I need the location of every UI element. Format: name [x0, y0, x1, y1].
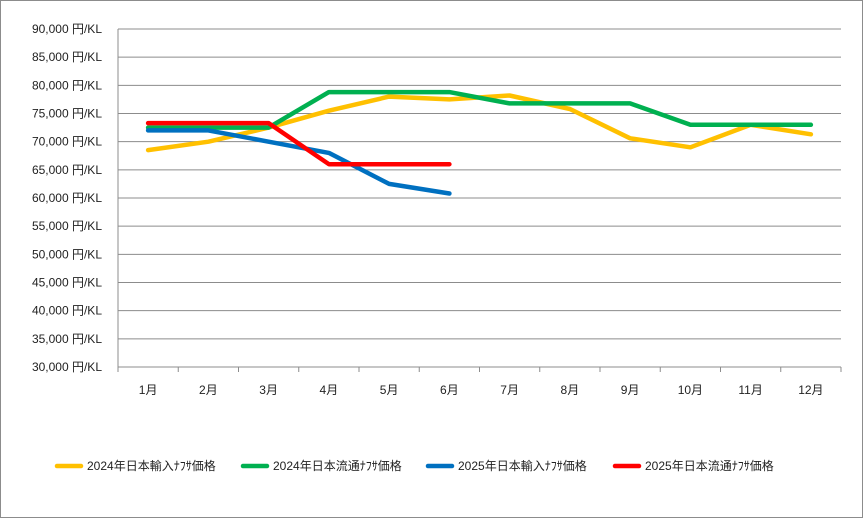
y-tick-label: 85,000 円/KL [32, 50, 102, 64]
y-tick-label: 45,000 円/KL [32, 276, 102, 290]
x-tick-label: 6月 [440, 383, 459, 397]
x-tick-label: 5月 [380, 383, 399, 397]
series-line-2 [145, 89, 814, 130]
legend-label: 2024年日本流通ﾅﾌｻ価格 [273, 458, 402, 473]
y-tick-label: 75,000 円/KL [32, 107, 102, 121]
x-tick-label: 2月 [199, 383, 218, 397]
x-axis-tick-labels: 1月 2月 3月 4月 5月 6月 7月 8月 9月 10月 11月 12月 [139, 383, 824, 397]
series-line-3 [145, 128, 452, 196]
y-tick-label: 30,000 円/KL [32, 360, 102, 374]
x-tick-label: 7月 [500, 383, 519, 397]
series-line-4 [145, 120, 452, 167]
y-tick-label: 80,000 円/KL [32, 78, 102, 92]
legend: 2024年日本輸入ﾅﾌｻ価格 2024年日本流通ﾅﾌｻ価格 2025年日本輸入ﾅﾌｻ… [54, 458, 774, 473]
x-tick-label: 8月 [561, 383, 580, 397]
axes [117, 29, 842, 372]
x-tick-label: 4月 [320, 383, 339, 397]
x-tick-label: 11月 [738, 383, 762, 397]
series-lines [145, 89, 814, 196]
legend-label: 2024年日本輸入ﾅﾌｻ価格 [87, 458, 216, 473]
x-tick-label: 9月 [621, 383, 640, 397]
x-tick-label: 10月 [678, 383, 703, 397]
y-tick-label: 70,000 円/KL [32, 135, 102, 149]
y-axis-tick-labels: 30,000 円/KL 35,000 円/KL 40,000 円/KL 45,000 … [32, 22, 102, 374]
y-tick-label: 40,000 円/KL [32, 304, 102, 318]
x-tick-label: 12月 [798, 383, 823, 397]
legend-label: 2025年日本流通ﾅﾌｻ価格 [645, 458, 774, 473]
gridlines [118, 28, 841, 340]
x-tick-label: 1月 [139, 383, 158, 397]
y-tick-label: 60,000 円/KL [32, 191, 102, 205]
legend-label: 2025年日本輸入ﾅﾌｻ価格 [458, 458, 587, 473]
y-tick-label: 90,000 円/KL [32, 22, 102, 36]
y-tick-label: 55,000 円/KL [32, 219, 102, 233]
y-tick-label: 50,000 円/KL [32, 247, 102, 261]
y-tick-label: 35,000 円/KL [32, 332, 102, 346]
y-tick-label: 65,000 円/KL [32, 163, 102, 177]
x-tick-label: 3月 [259, 383, 278, 397]
